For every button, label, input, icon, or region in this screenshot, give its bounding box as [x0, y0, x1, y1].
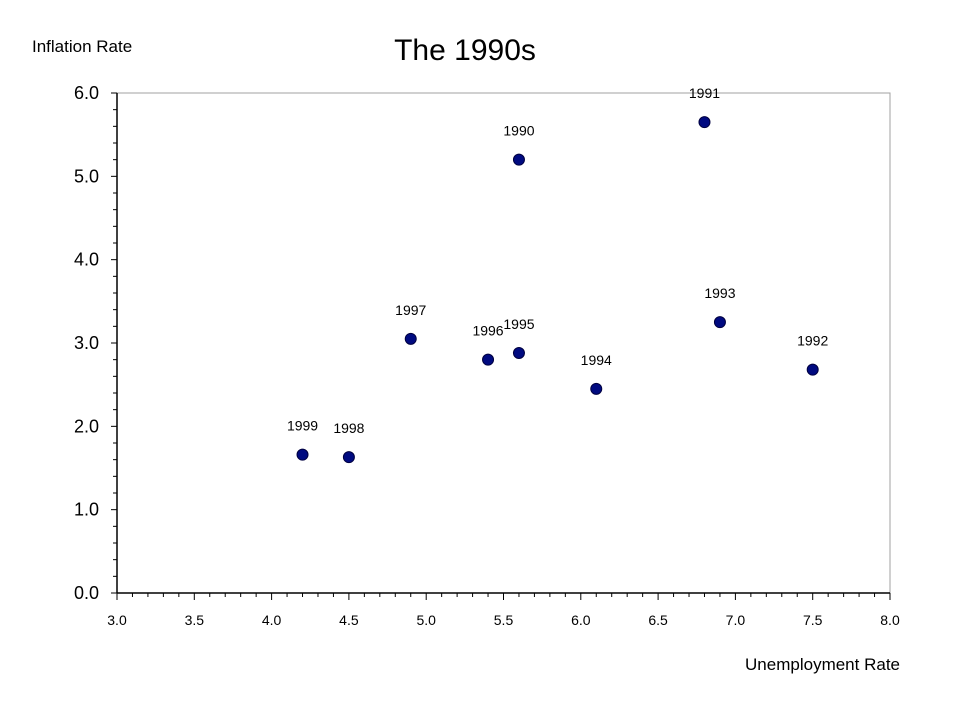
data-point-1998: [342, 451, 355, 464]
point-label-1990: 1990: [503, 123, 534, 139]
x-tick-label: 5.5: [494, 612, 514, 628]
y-tick-label: 2.0: [74, 416, 99, 436]
point-label-1998: 1998: [333, 420, 364, 436]
y-tick-label: 0.0: [74, 583, 99, 603]
x-tick-label: 7.5: [803, 612, 823, 628]
data-point-1997: [404, 332, 417, 345]
data-point-1991: [698, 116, 711, 129]
x-tick-label: 8.0: [880, 612, 900, 628]
x-tick-label: 4.0: [262, 612, 282, 628]
point-label-1995: 1995: [503, 316, 534, 332]
data-points: [296, 116, 819, 464]
y-tick-label: 3.0: [74, 333, 99, 353]
x-tick-label: 7.0: [726, 612, 746, 628]
data-point-1999: [296, 448, 309, 461]
x-tick-label: 4.5: [339, 612, 359, 628]
y-axis-title: Inflation Rate: [32, 37, 132, 56]
data-point-1995: [512, 347, 525, 359]
data-point-1996: [482, 353, 495, 366]
y-axis: 0.0 1.0 2.0 3.0 4.0 5.0 6.0: [74, 83, 118, 603]
point-label-1993: 1993: [704, 285, 735, 301]
x-axis-title: Unemployment Rate: [745, 655, 900, 674]
x-tick-label: 3.5: [185, 612, 205, 628]
chart-title: The 1990s: [394, 34, 536, 67]
x-tick-label: 6.5: [648, 612, 668, 628]
data-point-1990: [512, 153, 525, 166]
point-label-1997: 1997: [395, 302, 426, 318]
x-axis: 3.0 3.5 4.0 4.5 5.0 5.5 6.0 6.5 7.0 7.5 8.0: [107, 592, 900, 628]
x-tick-label: 5.0: [416, 612, 436, 628]
point-label-1992: 1992: [797, 333, 828, 349]
point-label-1991: 1991: [689, 85, 720, 101]
y-tick-label: 1.0: [74, 500, 99, 520]
x-tick-label: 3.0: [107, 612, 127, 628]
data-point-1994: [590, 382, 603, 395]
point-label-1996: 1996: [472, 323, 503, 339]
x-tick-label: 6.0: [571, 612, 591, 628]
data-point-1993: [713, 316, 726, 329]
point-label-1994: 1994: [581, 352, 612, 368]
y-tick-label: 4.0: [74, 250, 99, 270]
data-point-1992: [806, 363, 819, 376]
y-tick-label: 5.0: [74, 166, 99, 186]
y-tick-label: 6.0: [74, 83, 99, 103]
plot-area-frame: [116, 92, 891, 594]
point-label-1999: 1999: [287, 418, 318, 434]
